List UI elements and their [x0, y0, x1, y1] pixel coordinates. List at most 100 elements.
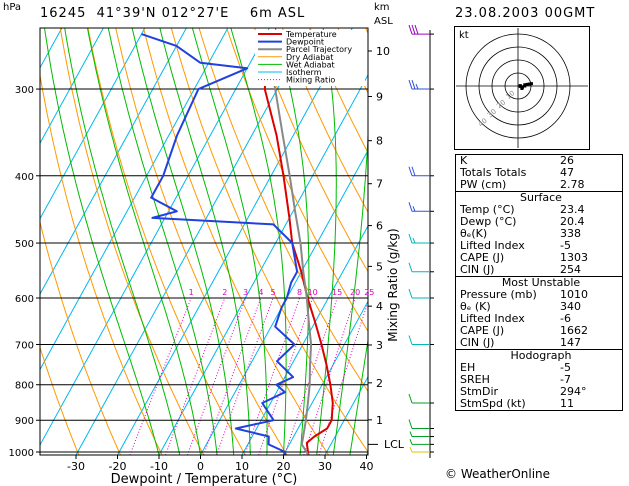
mixing-ratio-line	[258, 297, 314, 455]
pressure-tick-label: 400	[15, 172, 34, 183]
wind-barb	[408, 335, 434, 345]
surface-cin-label: CIN (J)	[460, 263, 495, 276]
height-axis: 1 2 3 4 5 6 7 8 9 10	[368, 45, 390, 445]
profile-series	[141, 33, 334, 455]
wind-barb	[408, 166, 434, 177]
temperature-tick-label: 30	[318, 460, 332, 473]
wet-adiabat-line	[43, 28, 160, 455]
hodograph-point	[520, 85, 524, 89]
mixing-ratio-label: 5	[270, 288, 275, 297]
index-row-k: K 26	[456, 155, 623, 168]
mixing-ratio-line	[244, 297, 301, 455]
isotherm-line	[40, 28, 146, 220]
indices-hodograph-table: Hodograph EH -5 SREH -7 StmDir 294° StmSpd …	[455, 350, 623, 411]
hodograph-ring-label: 20	[495, 98, 507, 110]
station-latlon: 41°39'N 012°27'E	[96, 6, 230, 21]
wind-barb	[408, 288, 434, 299]
surface-cin-value: 254	[560, 263, 581, 276]
hodo-stmspd-label: StmSpd (kt)	[460, 397, 526, 410]
wind-barb	[409, 439, 434, 445]
height-tick-label: 5	[376, 260, 383, 273]
km-unit: km	[374, 2, 390, 13]
pressure-tick-label: 1000	[9, 448, 34, 459]
station-id: 16245	[40, 6, 87, 21]
pressure-tick-label: 800	[15, 381, 34, 392]
height-tick-label: 2	[376, 377, 383, 390]
hodograph-point	[529, 82, 533, 86]
wind-barb	[408, 79, 434, 90]
hodograph-point	[523, 83, 527, 87]
pressure-unit: hPa	[3, 2, 22, 13]
dry-adiabat-line	[40, 345, 80, 455]
stability-indices: K 26 Totals Totals 47 PW (cm) 2.78 Surface …	[455, 154, 623, 411]
isotherm-line	[40, 28, 104, 145]
plot-frame	[39, 27, 369, 456]
dry-adiabat-line	[254, 28, 368, 273]
surface-li-value: -5	[560, 239, 571, 252]
isotherm-line	[324, 375, 368, 455]
dry-adiabat-line	[170, 28, 368, 453]
surface-dewp-value: 20.4	[560, 215, 585, 228]
surface-theta-label: θₑ(K)	[460, 227, 488, 240]
pressure-tick-label: 900	[15, 416, 34, 427]
surface-temp-label: Temp (°C)	[460, 203, 515, 216]
temperature-axis: -30 -20 -10 0 10 20 30 40	[67, 455, 374, 473]
wet-adiabat-line	[332, 28, 368, 455]
mixing-ratio-label: 10	[308, 288, 318, 297]
unstable-pressure-value: 1010	[560, 288, 588, 301]
wet-adiabat-line	[230, 28, 287, 455]
hodograph-point	[525, 82, 529, 86]
pressure-axis: 300 400 500 600 700 800 900 1000	[9, 85, 40, 459]
wind-barb-flag	[408, 419, 413, 429]
wind-barb	[408, 24, 434, 35]
hodo-eh-label: EH	[460, 361, 476, 374]
temperature-tick-label: -20	[109, 460, 127, 473]
wet-adiabat-line	[349, 336, 368, 455]
hodograph-unit: kt	[459, 30, 469, 41]
mixing-ratio-label: 3	[243, 288, 248, 297]
temperature-tick-label: -10	[150, 460, 168, 473]
dry-adiabat-line	[309, 28, 368, 154]
asl-unit: ASL	[374, 16, 393, 27]
dry-adiabat-line	[418, 22, 450, 455]
credit-text: © WeatherOnline	[445, 467, 551, 481]
temperature-tick-label: 40	[360, 460, 374, 473]
wind-barb	[408, 233, 434, 244]
unstable-title: Most Unstable	[501, 276, 581, 289]
isotherm-line	[75, 28, 312, 455]
wind-barb-half-flag	[412, 206, 416, 212]
parcel-trajectory-line	[265, 33, 313, 455]
temperature-tick-label: -30	[67, 460, 85, 473]
dry-adiabat-line	[115, 28, 288, 455]
unstable-cin-value: 147	[560, 336, 581, 349]
temperature-line	[263, 33, 334, 455]
hodo-stmspd-value: 11	[560, 397, 574, 410]
height-tick-label: 8	[376, 135, 383, 148]
mixing-ratio-label: 15	[332, 288, 342, 297]
index-row-tt: Totals Totals 47	[456, 167, 623, 179]
pressure-tick-label: 600	[15, 294, 34, 305]
legend-label: Dry Adiabat	[286, 53, 333, 62]
wind-barb-flag	[408, 262, 413, 272]
unstable-theta-label: θₑ (K)	[460, 300, 491, 313]
height-tick-label: 9	[376, 90, 383, 103]
k-label: K	[460, 154, 468, 167]
height-tick-label: 7	[376, 178, 383, 191]
x-axis-label: Dewpoint / Temperature (°C)	[111, 472, 298, 486]
hodograph-point	[518, 84, 522, 88]
wind-barb-flag	[408, 79, 413, 90]
dewpoint-line	[141, 33, 299, 455]
dry-adiabat-line	[59, 28, 205, 455]
dry-adiabat-line	[87, 28, 246, 455]
tt-label: Totals Totals	[460, 166, 527, 179]
hodograph-ring-label: 10	[505, 89, 517, 101]
wind-barb-flag	[408, 335, 413, 345]
dry-adiabat-line	[40, 220, 121, 455]
hodo-stmdir-value: 294°	[560, 385, 587, 398]
height-tick-label: 4	[376, 300, 383, 313]
wind-barb-half-flag	[415, 83, 419, 90]
isotherm-line	[40, 28, 187, 296]
wet-adiabat-line	[316, 28, 337, 455]
